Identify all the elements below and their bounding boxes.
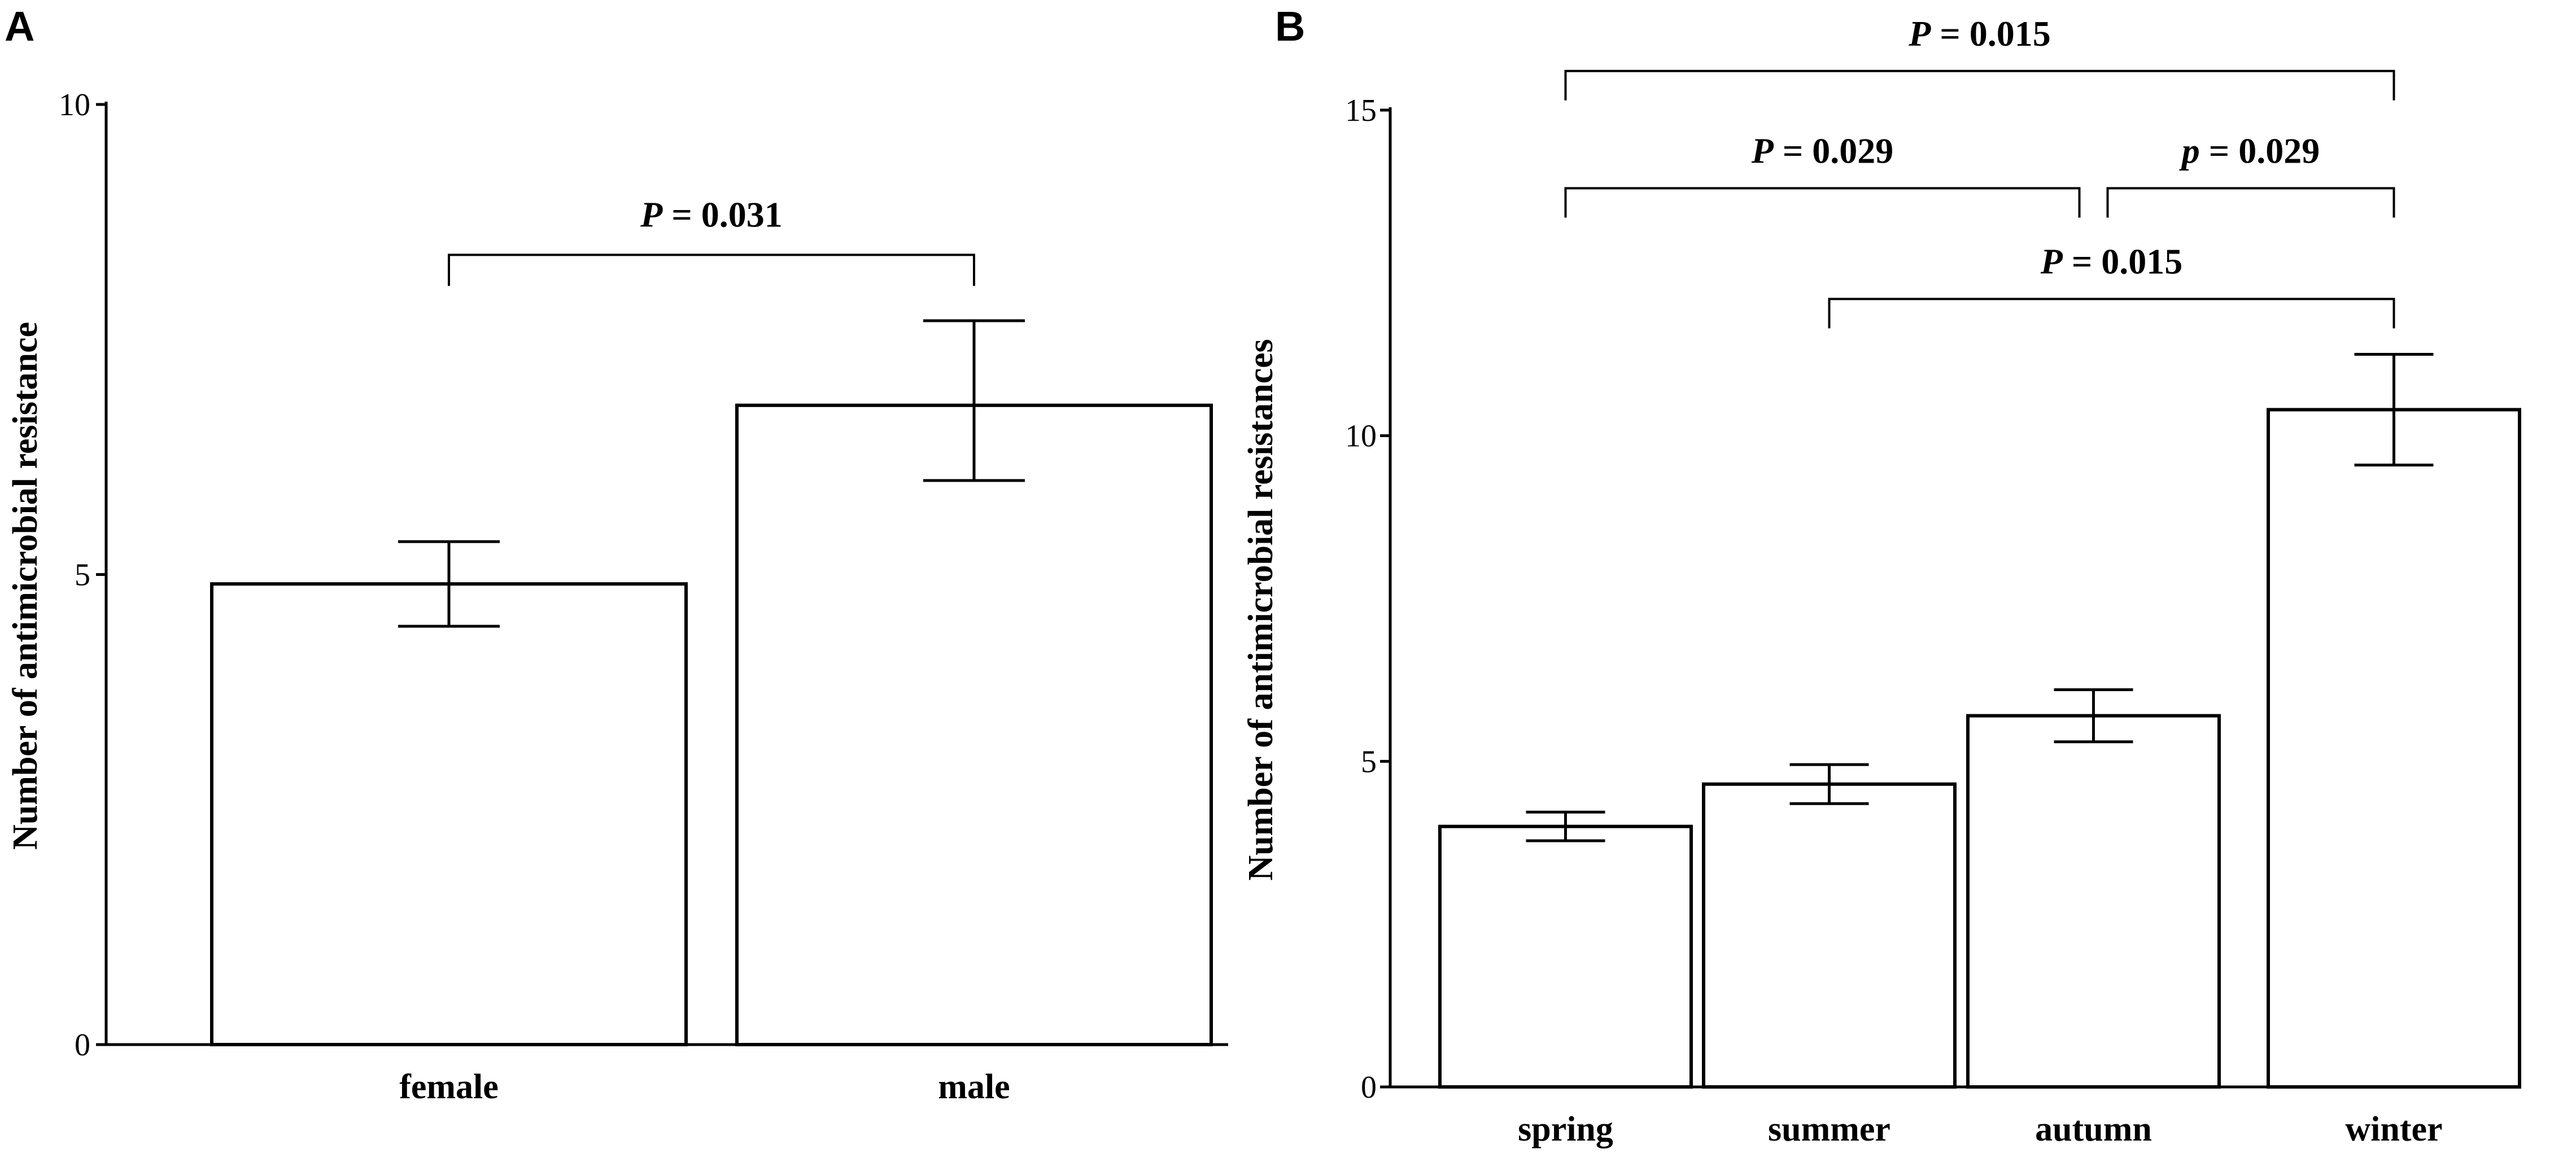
- y-tick-label: 5: [1361, 744, 1377, 779]
- p-value-symbol: P: [640, 194, 663, 234]
- p-value-symbol: P: [2040, 241, 2063, 281]
- x-tick-label-summer: summer: [1768, 1110, 1890, 1148]
- significance-bracket: [1564, 187, 2081, 218]
- bar-winter: [2267, 408, 2521, 1089]
- y-axis-label: Number of antimicrobial resistance: [6, 322, 45, 850]
- y-axis-label: Number of antimicrobial resistances: [1242, 339, 1280, 880]
- panel-b: B Number of antimicrobial resistances 0 5 10…: [1242, 3, 2521, 1148]
- x-tick-label-spring: spring: [1518, 1110, 1613, 1148]
- bar-summer: [1702, 782, 1957, 1089]
- p-value-symbol: P: [1751, 130, 1774, 171]
- y-tick-label: 5: [75, 558, 90, 593]
- x-tick-label-male: male: [938, 1068, 1010, 1106]
- bar-male: [735, 403, 1213, 1046]
- bar-autumn: [1966, 714, 2221, 1089]
- panel-letter: A: [5, 3, 34, 50]
- p-value-label: P = 0.029: [1751, 130, 1894, 171]
- x-tick-label-female: female: [399, 1068, 499, 1106]
- p-value-number: = 0.029: [2200, 130, 2320, 171]
- significance-bracket: [448, 254, 975, 286]
- y-tick-label: 0: [75, 1028, 90, 1063]
- bar-female: [210, 582, 688, 1046]
- p-value-label: P = 0.031: [640, 194, 783, 234]
- y-tick-label: 10: [59, 88, 90, 123]
- p-value-symbol: P: [1908, 14, 1931, 54]
- y-tick-label: 15: [1345, 93, 1377, 128]
- p-value-symbol: p: [2179, 130, 2200, 171]
- p-value-number: = 0.029: [1774, 130, 1893, 171]
- y-tick-label: 10: [1345, 419, 1377, 454]
- p-value-number: = 0.015: [1931, 14, 2050, 54]
- p-value-label: P = 0.015: [2040, 241, 2183, 281]
- p-value-number: = 0.015: [2063, 241, 2182, 281]
- significance-bracket: [1828, 298, 2395, 329]
- y-tick-label: 0: [1361, 1070, 1377, 1105]
- p-value-number: = 0.031: [662, 194, 782, 234]
- p-value-label: P = 0.015: [1908, 14, 2051, 54]
- panel-letter: B: [1275, 3, 1305, 50]
- bar-spring: [1438, 824, 1693, 1089]
- panel-a: A Number of antimicrobial resistance 0 5 10 f…: [5, 3, 1228, 1106]
- significance-bracket: [1564, 69, 2395, 101]
- p-value-label: p = 0.029: [2179, 130, 2320, 171]
- x-tick-label-autumn: autumn: [2035, 1110, 2152, 1148]
- significance-bracket: [2106, 187, 2395, 218]
- x-tick-label-winter: winter: [2345, 1110, 2442, 1148]
